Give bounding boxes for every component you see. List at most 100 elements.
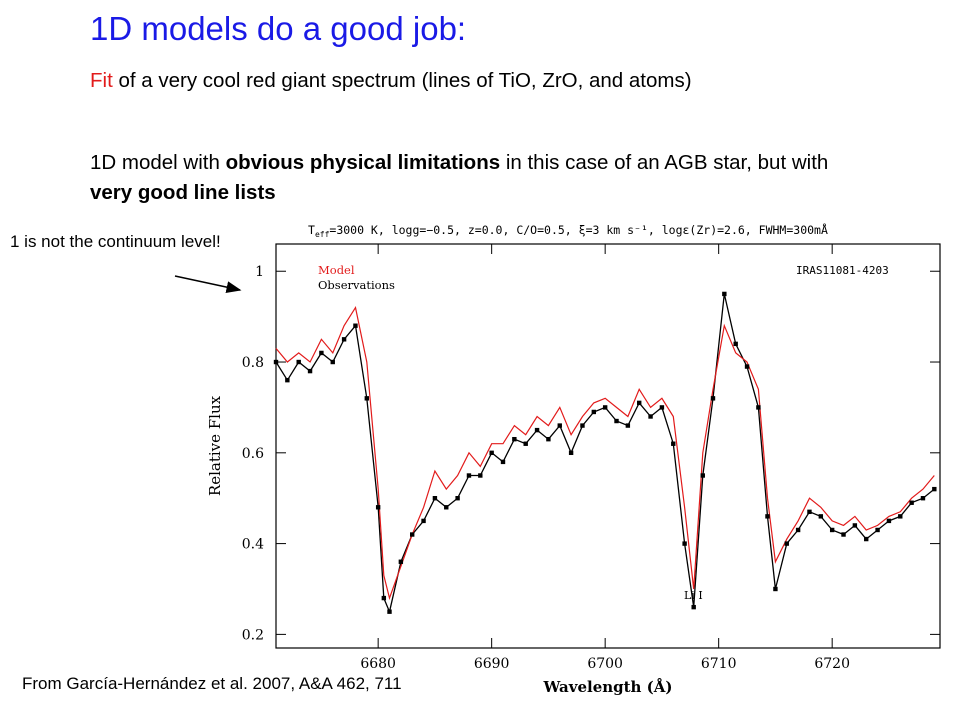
model-text-a: 1D model with xyxy=(90,151,226,174)
observation-point xyxy=(773,586,778,592)
li-annotation: Li I xyxy=(684,589,703,602)
observation-point xyxy=(864,536,869,542)
axis-ticks xyxy=(276,244,940,648)
y-axis-label: Relative Flux xyxy=(206,395,224,496)
observation-point xyxy=(614,418,619,424)
legend-model: Model xyxy=(318,263,355,277)
observation-point xyxy=(341,337,347,342)
y-tick-label: 0.6 xyxy=(242,446,264,462)
observation-point xyxy=(512,436,517,442)
observation-point xyxy=(546,436,551,442)
observation-point xyxy=(756,405,761,410)
observation-point xyxy=(625,423,631,428)
observation-point xyxy=(841,532,846,537)
observation-point xyxy=(700,473,705,478)
observation-point xyxy=(722,291,727,297)
observation-point xyxy=(557,423,562,428)
series-lines xyxy=(275,293,935,614)
observation-point xyxy=(795,527,801,533)
source-citation: From García-Hernández et al. 2007, A&A 4… xyxy=(22,674,402,693)
model-text-c: in this case of an AGB star, but with xyxy=(500,151,829,174)
observation-point xyxy=(296,359,301,365)
plot-frame xyxy=(275,243,941,649)
observation-point xyxy=(682,541,687,546)
observation-point xyxy=(765,514,770,519)
params-prefix: T xyxy=(308,223,315,237)
observation-point xyxy=(784,541,789,546)
observation-point xyxy=(909,500,914,505)
series-model-line xyxy=(275,306,935,601)
continuum-note: 1 is not the continuum level! xyxy=(10,232,221,251)
observation-point xyxy=(710,396,716,401)
observation-point xyxy=(478,473,483,478)
observation-point xyxy=(932,486,937,492)
observation-point xyxy=(659,405,665,410)
x-tick-label: 6710 xyxy=(701,656,737,672)
observation-point xyxy=(733,341,738,347)
observation-point xyxy=(466,473,472,478)
observation-point xyxy=(398,559,404,564)
observation-point xyxy=(744,364,750,369)
observation-point xyxy=(898,514,903,519)
observation-point xyxy=(648,414,653,419)
star-label: IRAS11081-4203 xyxy=(796,264,889,277)
fit-description: Fit of a very cool red giant spectrum (l… xyxy=(90,66,850,96)
x-tick-label: 6700 xyxy=(587,656,623,672)
slide-title: 1D models do a good job: xyxy=(90,10,467,47)
observation-point xyxy=(500,459,506,465)
y-tick-label: 0.4 xyxy=(242,537,264,553)
observation-point xyxy=(375,505,381,510)
observation-point xyxy=(353,323,358,328)
observation-point xyxy=(432,496,438,501)
observation-point xyxy=(421,518,426,524)
observation-point xyxy=(602,405,608,410)
observation-point xyxy=(591,409,597,415)
observation-point xyxy=(387,609,392,614)
observation-point xyxy=(330,359,335,365)
observation-points xyxy=(273,291,937,614)
fit-highlight: Fit xyxy=(90,69,113,92)
params-sub: eff xyxy=(315,230,330,239)
observation-point xyxy=(285,377,290,383)
x-tick-label: 6680 xyxy=(360,656,396,672)
observation-point xyxy=(410,532,415,537)
observation-point xyxy=(523,441,528,446)
observation-point xyxy=(273,359,279,365)
observation-point xyxy=(319,350,324,356)
y-tick-label: 1 xyxy=(255,264,264,280)
model-limitations: obvious physical limitations xyxy=(225,151,501,174)
observation-point xyxy=(920,496,926,501)
observation-point xyxy=(852,523,858,528)
observation-point xyxy=(807,509,812,515)
observation-point xyxy=(444,505,449,510)
model-description: 1D model with obvious physical limitatio… xyxy=(90,148,850,208)
observation-point xyxy=(381,595,387,601)
y-tick-label: 0.2 xyxy=(242,627,264,643)
observation-point xyxy=(489,450,494,456)
observation-point xyxy=(580,423,585,428)
x-axis-label: Wavelength (Å) xyxy=(542,678,672,696)
y-tick-label: 0.8 xyxy=(242,355,264,371)
observation-point xyxy=(364,396,370,401)
observation-point xyxy=(455,496,460,501)
fit-text: of a very cool red giant spectrum (lines… xyxy=(112,69,692,92)
observation-point xyxy=(534,427,540,433)
observation-point xyxy=(829,527,835,533)
observation-point xyxy=(671,441,676,446)
observation-point xyxy=(691,604,696,610)
axis-tick-labels: 6680 6690 6700 6710 6720 0.2 0.4 0.6 0.8 1 xyxy=(242,264,850,672)
x-tick-label: 6690 xyxy=(474,656,510,672)
observation-point xyxy=(886,518,892,524)
chart-params: Teff=3000 K, logg=−0.5, z=0.0, C/O=0.5, … xyxy=(308,222,828,239)
model-line-lists: very good line lists xyxy=(90,181,276,204)
legend-observations: Observations xyxy=(318,278,395,292)
x-tick-label: 6720 xyxy=(814,656,850,672)
observation-point xyxy=(818,514,824,519)
observation-point xyxy=(307,368,313,374)
observation-point xyxy=(875,527,880,533)
observation-point xyxy=(568,450,574,456)
params-body: =3000 K, logg=−0.5, z=0.0, C/O=0.5, ξ=3 … xyxy=(329,222,828,237)
observation-point xyxy=(637,400,642,406)
note-arrow xyxy=(174,275,242,294)
